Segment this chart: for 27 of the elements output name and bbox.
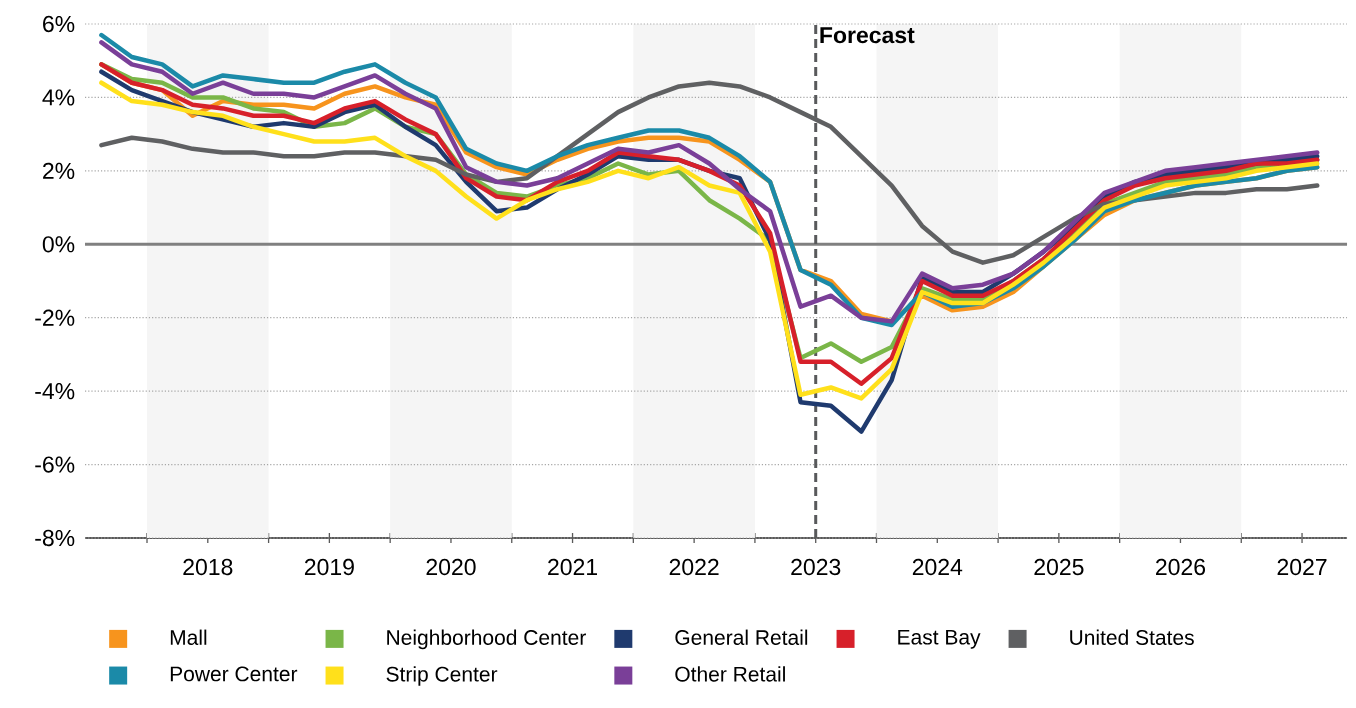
legend-label: Mall <box>170 629 207 645</box>
y-tick-label: -4% <box>35 383 75 400</box>
ref-line-label: Forecast <box>820 27 915 44</box>
x-tick-label: 2026 <box>1156 558 1206 576</box>
y-tick-label: -2% <box>35 309 75 326</box>
x-tick-label: 2025 <box>1034 558 1084 576</box>
x-tick-label: 2027 <box>1277 558 1327 576</box>
y-tick-label: 4% <box>42 89 75 106</box>
x-tick-label: 2018 <box>183 558 233 576</box>
legend-label: Other Retail <box>675 666 785 682</box>
x-tick-label: 2023 <box>791 558 841 576</box>
y-tick-label: 0% <box>42 236 75 253</box>
x-tick-label: 2022 <box>669 558 719 576</box>
y-tick-label: -6% <box>35 456 75 473</box>
legend-label: General Retail <box>675 629 808 645</box>
x-tick-label: 2021 <box>548 558 597 576</box>
x-tick-label: 2019 <box>304 558 354 576</box>
legend-label: Neighborhood Center <box>387 629 586 650</box>
y-tick-label: -8% <box>35 529 75 547</box>
x-tick-label: 2024 <box>912 558 963 576</box>
legend-label: Power Center <box>170 666 298 682</box>
x-tick-label: 2020 <box>426 558 476 576</box>
legend-label: East Bay <box>898 629 981 649</box>
legend-label: Strip Center <box>386 666 498 686</box>
y-tick-label: 6% <box>43 15 75 33</box>
legend-label: United States <box>1070 629 1194 645</box>
y-tick-label: 2% <box>43 162 75 179</box>
